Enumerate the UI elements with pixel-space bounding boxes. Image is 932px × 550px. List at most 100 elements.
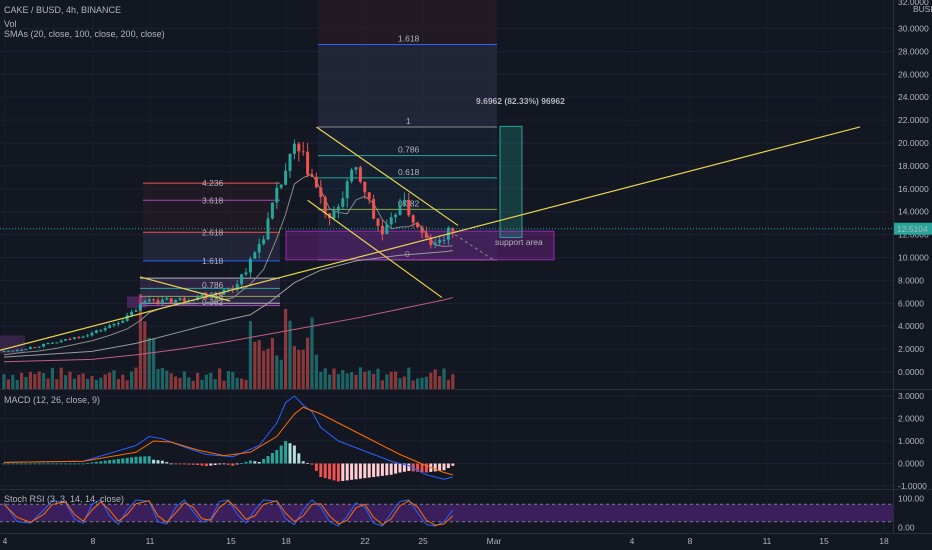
volume-bar	[257, 340, 261, 389]
x-tick-label: 25	[418, 536, 428, 546]
stoch-k-line	[3, 499, 454, 527]
macd-histogram-bar	[196, 463, 200, 465]
macd-histogram-bar	[90, 462, 94, 464]
fib-level-label: 1	[406, 116, 411, 126]
volume-bar	[433, 369, 437, 389]
stoch-d-line	[3, 500, 454, 526]
macd-histogram-bar	[112, 459, 116, 464]
volume-bar	[297, 349, 301, 389]
sma-label: SMAs (20, close, 100, close, 200, close)	[4, 29, 165, 39]
macd-histogram-bar	[160, 460, 164, 464]
volume-bar	[301, 349, 305, 389]
macd-histogram-bar	[200, 463, 204, 466]
volume-bar	[196, 372, 200, 389]
volume-bar	[416, 378, 420, 389]
volume-bar	[310, 317, 314, 389]
macd-histogram-bar	[389, 463, 393, 475]
volume-bar	[112, 370, 116, 389]
volume-bar	[213, 379, 217, 389]
fib-level-label: 0.786	[398, 145, 420, 155]
volume-bar	[165, 370, 169, 389]
volume-bar	[50, 367, 54, 389]
candle-body	[130, 311, 134, 316]
macd-histogram-bar	[11, 463, 15, 465]
last-price-label: 12.5104	[897, 224, 928, 234]
volume-bar	[103, 374, 107, 389]
x-tick-label: 22	[360, 536, 370, 546]
macd-histogram-bar	[20, 463, 24, 465]
candle-body	[288, 153, 292, 171]
volume-bar	[143, 321, 147, 389]
macd-histogram-bar	[99, 461, 103, 464]
volume-bar	[284, 309, 288, 389]
price-tick-label: 20.0000	[898, 138, 929, 148]
x-tick-label: 11	[763, 536, 772, 546]
macd-histogram-bar	[284, 441, 288, 464]
candle-body	[231, 288, 235, 290]
candle-body	[402, 199, 406, 206]
fib-left-zone	[143, 183, 280, 261]
macd-histogram-bar	[416, 463, 420, 472]
volume-bar	[380, 380, 384, 389]
macd-tick-label: 1.0000	[898, 436, 924, 446]
volume-bar	[248, 321, 252, 389]
macd-histogram-bar	[367, 463, 371, 478]
macd-histogram-bar	[59, 463, 63, 465]
macd-histogram-bar	[350, 463, 354, 480]
macd-histogram-bar	[446, 463, 450, 468]
candle-body	[59, 340, 63, 343]
macd-histogram-bar	[2, 463, 6, 465]
macd-histogram-bar	[451, 463, 455, 466]
macd-tick-label: 2.0000	[898, 414, 924, 424]
candle-body	[90, 332, 94, 336]
candle-body	[99, 330, 103, 332]
candle-body	[37, 346, 41, 348]
macd-histogram-bar	[77, 463, 81, 465]
candle-body	[451, 227, 455, 232]
volume-bar	[152, 338, 156, 389]
macd-histogram-bar	[55, 463, 59, 465]
volume-bar	[411, 380, 415, 389]
macd-histogram-bar	[213, 463, 217, 465]
volume-bar	[429, 372, 433, 389]
candle-body	[108, 325, 112, 328]
macd-histogram-bar	[279, 445, 283, 464]
candle-body	[310, 174, 314, 177]
macd-histogram-bar	[134, 456, 138, 464]
volume-bar	[367, 370, 371, 389]
x-tick-label: 4	[3, 536, 8, 546]
macd-tick-label: 3.0000	[898, 391, 924, 401]
volume-bar	[253, 341, 257, 389]
candle-body	[438, 239, 442, 243]
macd-histogram-bar	[218, 463, 222, 465]
x-tick-label: 8	[688, 536, 693, 546]
macd-histogram-bar	[332, 463, 336, 481]
volume-bar	[81, 373, 85, 389]
candle-body	[398, 205, 402, 215]
volume-bar	[138, 294, 142, 389]
symbol-label: CAKE / BUSD, 4h, BINANCE	[4, 5, 122, 15]
macd-histogram-bar	[33, 463, 37, 465]
candle-body	[72, 337, 76, 340]
candle-body	[103, 327, 107, 331]
volume-bar	[200, 379, 204, 389]
volume-bar	[6, 379, 10, 389]
volume-bar	[64, 375, 68, 389]
volume-bar	[407, 367, 411, 389]
macd-histogram-bar	[94, 461, 98, 464]
macd-histogram-bar	[15, 463, 19, 465]
volume-bar	[306, 337, 310, 389]
volume-bar	[420, 377, 424, 389]
candle-body	[240, 274, 244, 285]
candle-body	[253, 252, 257, 259]
candle-body	[270, 202, 274, 219]
candle-body	[204, 294, 208, 298]
macd-histogram-bar	[24, 463, 28, 465]
volume-bar	[402, 376, 406, 389]
volume-bar	[240, 378, 244, 389]
macd-histogram-bar	[433, 463, 437, 472]
candle-body	[323, 197, 327, 214]
volume-bar	[231, 371, 235, 389]
